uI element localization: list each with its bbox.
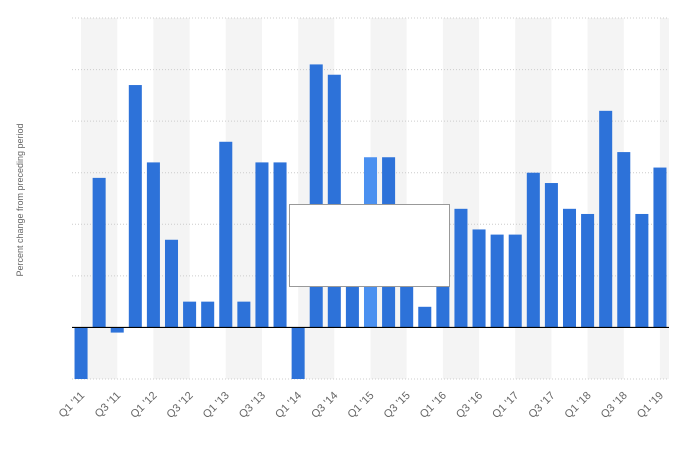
x-tick-label: Q1 '13: [201, 390, 232, 421]
x-tick-label: Q3 '12: [165, 390, 196, 421]
bar[interactable]: [146, 162, 160, 328]
x-tick-label: Q1 '12: [128, 390, 159, 421]
x-tick-label: Q3 '15: [382, 390, 413, 421]
x-tick-label: Q3 '13: [237, 390, 268, 421]
bar[interactable]: [273, 162, 287, 328]
bar[interactable]: [255, 162, 269, 328]
bar[interactable]: [327, 74, 341, 328]
x-tick-label: Q1 '16: [418, 390, 449, 421]
x-tick-label: Q1 '14: [273, 390, 304, 421]
bar[interactable]: [237, 301, 251, 328]
x-tick-label: Q1 '17: [490, 390, 521, 421]
x-tick-label: Q1 '19: [635, 390, 666, 421]
bar[interactable]: [110, 327, 124, 333]
bar[interactable]: [599, 110, 613, 328]
x-tick-label: Q3 '18: [599, 390, 630, 421]
bar[interactable]: [418, 306, 432, 328]
bar[interactable]: [291, 327, 305, 379]
x-tick-label: Q1 '18: [563, 390, 594, 421]
bar[interactable]: [617, 152, 631, 328]
x-tick-label: Q1 '11: [57, 390, 88, 421]
y-axis-title: Percent change from preceding period: [15, 123, 25, 276]
bar[interactable]: [635, 213, 649, 328]
x-tick-label: Q3 '16: [454, 390, 485, 421]
bar[interactable]: [490, 234, 504, 328]
bar[interactable]: [526, 172, 540, 328]
bar[interactable]: [128, 85, 142, 328]
x-tick-label: Q1 '15: [345, 390, 376, 421]
bar[interactable]: [201, 301, 215, 328]
tooltip-box: [289, 204, 450, 287]
bar[interactable]: [581, 213, 595, 328]
bar[interactable]: [562, 208, 577, 328]
bar[interactable]: [508, 234, 522, 328]
bar[interactable]: [653, 167, 667, 328]
bar[interactable]: [544, 183, 558, 328]
bar[interactable]: [164, 239, 179, 328]
bar[interactable]: [92, 177, 106, 328]
bar[interactable]: [219, 141, 233, 328]
bar[interactable]: [309, 64, 323, 328]
bar[interactable]: [74, 327, 88, 379]
x-tick-labels: Q1 '11 Q3 '11 Q1 '12 Q3 '12 Q1 '13 Q3 '13 Q1 '…: [57, 390, 666, 421]
bar[interactable]: [454, 208, 468, 328]
bar[interactable]: [183, 301, 197, 328]
x-tick-label: Q3 '14: [309, 390, 340, 421]
x-tick-label: Q3 '17: [526, 390, 557, 421]
x-tick-label: Q3 '11: [93, 390, 124, 421]
bar[interactable]: [472, 229, 486, 328]
